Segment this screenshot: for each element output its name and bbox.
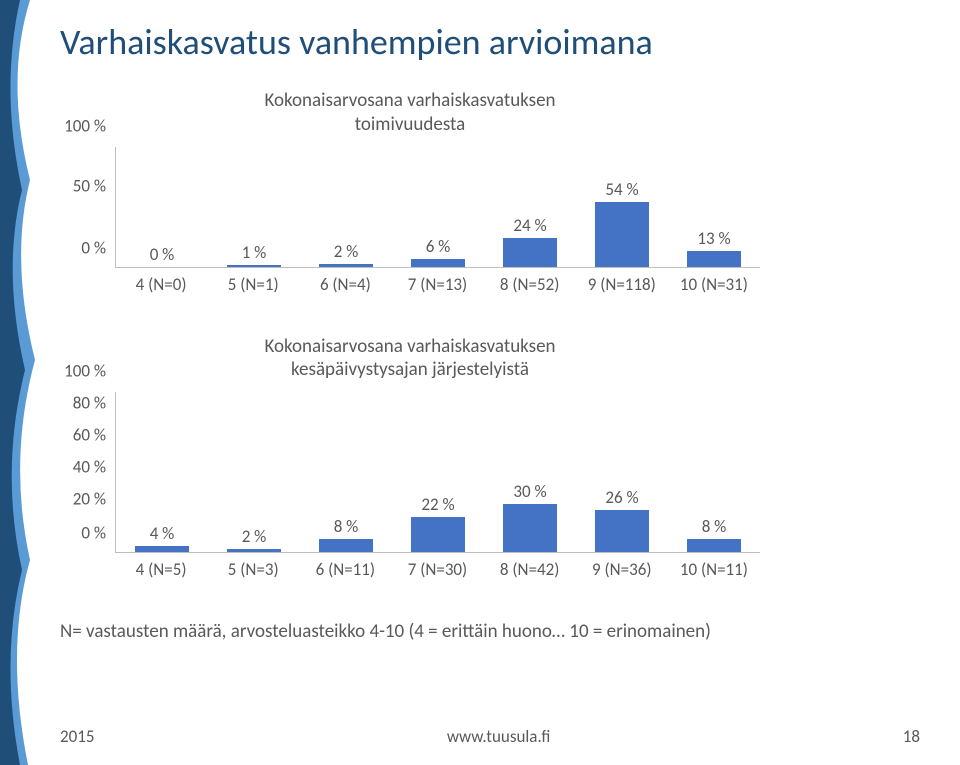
bar-slot: 54 %	[576, 147, 668, 267]
bar-value-label: 2 %	[300, 241, 392, 262]
bar	[135, 546, 188, 552]
bar-value-label: 8 %	[668, 516, 760, 537]
chart-2-plot: 0 %20 %40 %60 %80 %100 % 4 %2 %8 %22 %30…	[115, 392, 760, 553]
bar-slot: 26 %	[576, 392, 668, 552]
bar	[319, 264, 372, 266]
footnote: N= vastausten määrä, arvosteluasteikko 4…	[60, 620, 930, 643]
chart-2: Kokonaisarvosana varhaiskasvatuksenkesäp…	[60, 335, 760, 581]
x-tick-label: 8 (N=52)	[484, 274, 576, 295]
bar	[503, 504, 556, 552]
chart-2-yaxis: 0 %20 %40 %60 %80 %100 %	[61, 392, 111, 552]
bar-slot: 13 %	[668, 147, 760, 267]
bar	[411, 517, 464, 552]
x-tick-label: 7 (N=13)	[391, 274, 483, 295]
bar-slot: 6 %	[392, 147, 484, 267]
x-tick-label: 4 (N=0)	[115, 274, 207, 295]
y-tick-label: 40 %	[73, 457, 106, 478]
bar-slot: 8 %	[668, 392, 760, 552]
bar	[503, 238, 556, 267]
y-tick-label: 100 %	[64, 361, 106, 382]
chart-1: Kokonaisarvosana varhaiskasvatuksentoimi…	[60, 89, 760, 295]
x-tick-label: 9 (N=36)	[576, 559, 668, 580]
footer-page-number: 18	[903, 726, 920, 747]
bar-slot: 30 %	[484, 392, 576, 552]
y-tick-label: 60 %	[73, 425, 106, 446]
chart-2-xaxis: 4 (N=5)5 (N=3)6 (N=11)7 (N=30)8 (N=42)9 …	[115, 559, 760, 580]
bar	[595, 510, 648, 552]
bar	[687, 251, 740, 267]
bar-value-label: 8 %	[300, 516, 392, 537]
bar-value-label: 1 %	[208, 242, 300, 263]
footer-year: 2015	[60, 726, 94, 747]
x-tick-label: 4 (N=5)	[115, 559, 207, 580]
bar-value-label: 2 %	[208, 526, 300, 547]
slide-content: Varhaiskasvatus vanhempien arvioimana Ko…	[60, 20, 930, 643]
bar-slot: 2 %	[208, 392, 300, 552]
y-tick-label: 80 %	[73, 393, 106, 414]
y-tick-label: 20 %	[73, 489, 106, 510]
bar-value-label: 54 %	[576, 179, 668, 200]
footer-url: www.tuusula.fi	[447, 726, 551, 747]
bar-value-label: 13 %	[668, 228, 760, 249]
chart-1-xaxis: 4 (N=0)5 (N=1)6 (N=4)7 (N=13)8 (N=52)9 (…	[115, 274, 760, 295]
chart-1-plot: 0 %50 %100 % 0 %1 %2 %6 %24 %54 %13 %	[115, 147, 760, 268]
bar-slot: 0 %	[116, 147, 208, 267]
bar-slot: 1 %	[208, 147, 300, 267]
bar-value-label: 6 %	[392, 236, 484, 257]
bar-slot: 22 %	[392, 392, 484, 552]
page-title: Varhaiskasvatus vanhempien arvioimana	[60, 20, 930, 64]
y-tick-label: 0 %	[81, 237, 106, 258]
x-tick-label: 8 (N=42)	[484, 559, 576, 580]
x-tick-label: 5 (N=3)	[207, 559, 299, 580]
bar-value-label: 0 %	[116, 244, 208, 265]
bar-slot: 24 %	[484, 147, 576, 267]
bar-value-label: 22 %	[392, 494, 484, 515]
x-tick-label: 10 (N=11)	[668, 559, 760, 580]
x-tick-label: 6 (N=4)	[299, 274, 391, 295]
chart-2-bars: 4 %2 %8 %22 %30 %26 %8 %	[116, 392, 760, 552]
bar	[319, 539, 372, 552]
bar-slot: 8 %	[300, 392, 392, 552]
footer: 2015 www.tuusula.fi 18	[0, 726, 960, 747]
bar-value-label: 26 %	[576, 487, 668, 508]
x-tick-label: 6 (N=11)	[299, 559, 391, 580]
bar-value-label: 24 %	[484, 215, 576, 236]
bar-value-label: 30 %	[484, 481, 576, 502]
bar	[227, 549, 280, 552]
bar	[687, 539, 740, 552]
bar-slot: 4 %	[116, 392, 208, 552]
bar-value-label: 4 %	[116, 523, 208, 544]
x-tick-label: 9 (N=118)	[576, 274, 668, 295]
bar	[227, 265, 280, 266]
chart-1-yaxis: 0 %50 %100 %	[61, 147, 111, 267]
chart-2-title: Kokonaisarvosana varhaiskasvatuksenkesäp…	[60, 335, 760, 383]
bar	[411, 259, 464, 266]
y-tick-label: 100 %	[64, 115, 106, 136]
y-tick-label: 0 %	[81, 523, 106, 544]
x-tick-label: 10 (N=31)	[668, 274, 760, 295]
bar-slot: 2 %	[300, 147, 392, 267]
chart-1-bars: 0 %1 %2 %6 %24 %54 % 13 %	[116, 147, 760, 267]
x-tick-label: 7 (N=30)	[391, 559, 483, 580]
chart-1-title: Kokonaisarvosana varhaiskasvatuksentoimi…	[60, 89, 760, 137]
bar	[595, 202, 648, 267]
x-tick-label: 5 (N=1)	[207, 274, 299, 295]
wave-decoration	[0, 0, 45, 765]
y-tick-label: 50 %	[73, 175, 106, 196]
